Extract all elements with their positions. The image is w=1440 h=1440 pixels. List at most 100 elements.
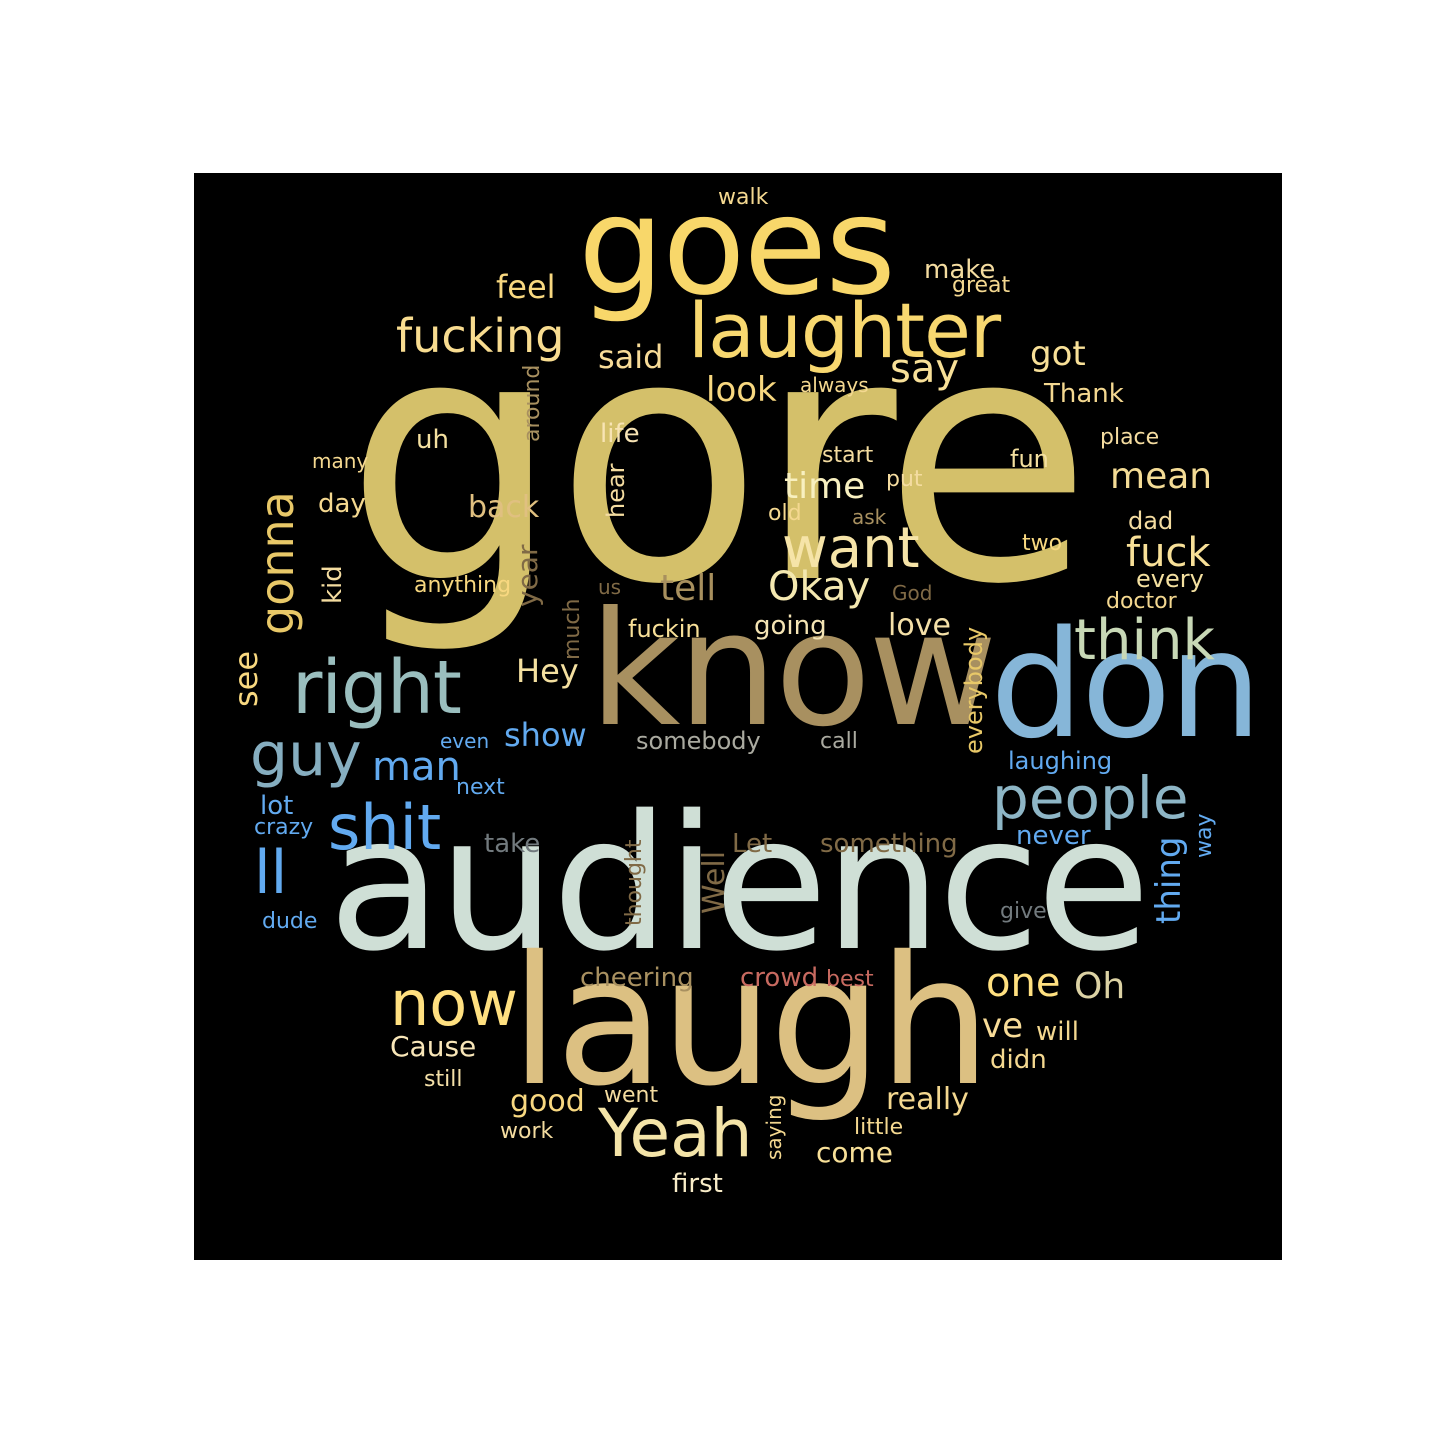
word-put: put bbox=[886, 467, 923, 492]
word-yeah: Yeah bbox=[598, 1095, 753, 1172]
word-always: always bbox=[800, 373, 869, 397]
word-know: know bbox=[589, 578, 998, 762]
word-thought: thought bbox=[622, 839, 647, 926]
word-many: many bbox=[312, 449, 369, 473]
word-fuck: fuck bbox=[1126, 530, 1211, 576]
word-make: make bbox=[924, 255, 996, 285]
word-don: don bbox=[990, 599, 1262, 771]
word-fun: fun bbox=[1010, 445, 1049, 473]
word-guy: guy bbox=[250, 720, 362, 790]
word-fuckin: fuckin bbox=[628, 615, 701, 643]
word-want: want bbox=[782, 516, 920, 581]
word-us: us bbox=[598, 575, 622, 599]
word-okay: Okay bbox=[768, 564, 871, 610]
word-hear: hear bbox=[602, 463, 630, 518]
word-ve: ve bbox=[982, 1006, 1024, 1046]
word-dude: dude bbox=[262, 909, 318, 934]
word-oh: Oh bbox=[1074, 966, 1126, 1007]
word-see: see bbox=[227, 650, 265, 707]
word-uh: uh bbox=[416, 425, 449, 455]
word-thing: thing bbox=[1149, 836, 1189, 924]
word-went: went bbox=[604, 1083, 659, 1108]
word-start: start bbox=[822, 443, 874, 468]
word-ask: ask bbox=[852, 505, 887, 529]
word-love: love bbox=[888, 608, 951, 643]
word-walk: walk bbox=[718, 185, 769, 210]
word-cloud: gore audience know laugh goes don laught… bbox=[194, 173, 1282, 1260]
word-let: Let bbox=[732, 829, 773, 859]
word-got: got bbox=[1030, 334, 1086, 374]
word-think: think bbox=[1074, 608, 1215, 673]
word-back: back bbox=[468, 490, 540, 525]
word-around: two bbox=[1022, 531, 1063, 556]
word-going: going bbox=[754, 611, 827, 641]
word-year: year bbox=[511, 544, 544, 607]
word-hey: Hey bbox=[516, 652, 579, 690]
word-call: call bbox=[820, 729, 858, 754]
word-one: one bbox=[986, 960, 1061, 1006]
word-gonna: gonna bbox=[250, 491, 304, 635]
word-come: come bbox=[816, 1136, 894, 1169]
word-crowd: crowd bbox=[740, 963, 819, 993]
word-ll: ll bbox=[254, 838, 288, 908]
word-man: man bbox=[372, 744, 461, 790]
word-god: God bbox=[892, 581, 933, 605]
word-first: first bbox=[672, 1169, 723, 1199]
word-laugh: laugh bbox=[510, 918, 991, 1125]
word-good: good bbox=[510, 1084, 585, 1119]
word-really: really bbox=[886, 1082, 969, 1117]
word-feel: feel bbox=[496, 268, 556, 306]
word-people: people bbox=[992, 764, 1189, 832]
word-time: time bbox=[784, 466, 866, 507]
word-goes: goes bbox=[578, 173, 896, 326]
word-show: show bbox=[504, 716, 587, 754]
word-lot: lot bbox=[260, 791, 294, 821]
word-laughter: laughter bbox=[688, 286, 1001, 375]
word-even: even bbox=[440, 729, 490, 753]
word-cause: Cause bbox=[390, 1030, 477, 1063]
word-anything: around bbox=[520, 364, 545, 442]
word-best: best bbox=[826, 967, 874, 992]
word-fucking: fucking bbox=[396, 309, 565, 363]
word-little: little bbox=[854, 1115, 904, 1140]
word-next: next bbox=[456, 775, 505, 800]
word-give: give bbox=[1000, 899, 1047, 924]
word-crazy: crazy bbox=[254, 815, 314, 840]
word-somebody: somebody bbox=[636, 727, 761, 755]
word-life: life bbox=[600, 419, 640, 449]
word-dad: dad bbox=[1128, 507, 1174, 535]
word-never: never bbox=[1016, 821, 1091, 851]
word-place: place bbox=[1100, 425, 1160, 450]
word-something: something bbox=[820, 829, 958, 859]
word-didn: didn bbox=[990, 1045, 1047, 1075]
word-everybody: everybody bbox=[960, 626, 988, 754]
word-saying: saying bbox=[762, 1094, 786, 1160]
word-two: anything bbox=[414, 573, 512, 598]
word-said: said bbox=[598, 338, 664, 376]
word-will: will bbox=[1036, 1017, 1079, 1047]
word-much: much bbox=[560, 598, 585, 660]
word-old: old bbox=[768, 501, 802, 526]
word-doctor: doctor bbox=[1106, 589, 1177, 614]
word-now: now bbox=[390, 967, 518, 1040]
word-look: look bbox=[706, 370, 777, 410]
word-shit: shit bbox=[328, 791, 442, 864]
word-audience: audience bbox=[328, 775, 1151, 992]
word-right: right bbox=[292, 645, 462, 731]
word-gore: gore bbox=[345, 263, 1092, 659]
word-kid: kid bbox=[318, 565, 348, 604]
word-every: every bbox=[1136, 565, 1204, 593]
word-mean: mean bbox=[1110, 456, 1213, 497]
word-thank: Thank bbox=[1044, 379, 1124, 409]
word-well: Well bbox=[697, 850, 732, 914]
word-tell: tell bbox=[660, 568, 717, 609]
word-still: still bbox=[424, 1067, 463, 1092]
word-take: take bbox=[484, 829, 541, 859]
word-laughing: laughing bbox=[1008, 747, 1113, 775]
word-cheering: cheering bbox=[580, 963, 694, 993]
word-work: work bbox=[500, 1119, 554, 1144]
word-way: way bbox=[1192, 813, 1217, 859]
word-great: great bbox=[952, 273, 1011, 298]
word-say: say bbox=[890, 346, 960, 392]
word-day: day bbox=[318, 489, 366, 519]
